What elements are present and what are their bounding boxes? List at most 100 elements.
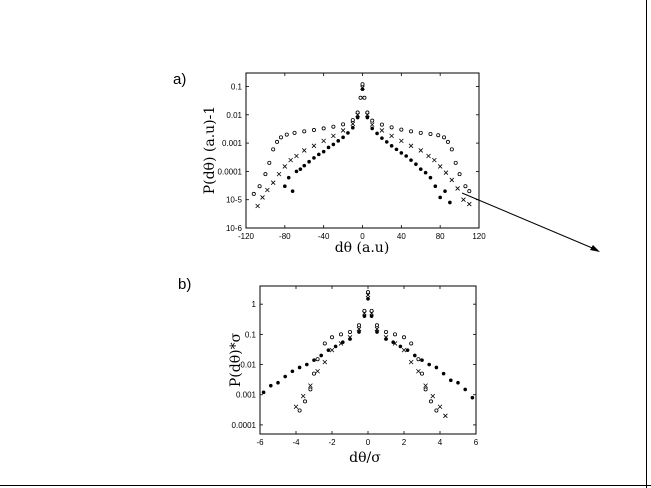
data-point-cross bbox=[270, 180, 276, 185]
data-point-filled-circle bbox=[420, 358, 424, 362]
series-cross bbox=[293, 292, 448, 419]
x-tick-label: 0 bbox=[360, 232, 365, 241]
data-point-filled-circle bbox=[448, 200, 452, 205]
data-point-filled-circle bbox=[357, 330, 361, 334]
data-point-filled-circle bbox=[294, 169, 299, 174]
data-point-cross bbox=[265, 187, 270, 193]
data-point-open-circle bbox=[467, 189, 472, 194]
data-point-filled-circle bbox=[394, 147, 399, 152]
data-point-cross bbox=[467, 201, 472, 207]
data-point-filled-circle bbox=[413, 353, 417, 358]
data-point-filled-circle bbox=[355, 115, 360, 120]
data-point-open-circle bbox=[392, 332, 397, 337]
panel-a-x-ticks: -120 -80 -40 0 40 80 120 bbox=[238, 73, 486, 241]
data-point-cross bbox=[379, 128, 385, 133]
data-point-filled-circle bbox=[286, 175, 291, 180]
data-point-open-circle bbox=[409, 129, 414, 134]
data-point-open-circle bbox=[401, 335, 406, 340]
data-point-cross bbox=[350, 121, 356, 127]
data-point-open-circle bbox=[442, 135, 447, 140]
data-point-open-circle bbox=[418, 130, 423, 135]
data-point-open-circle bbox=[436, 133, 441, 138]
data-point-open-circle bbox=[365, 110, 370, 115]
y-tick-label: 10-6 bbox=[226, 224, 243, 233]
x-tick-label: 40 bbox=[397, 232, 406, 241]
data-point-cross bbox=[430, 393, 436, 399]
data-point-filled-circle bbox=[290, 189, 295, 193]
y-tick-label: 0.01 bbox=[226, 111, 242, 120]
data-point-filled-circle bbox=[290, 369, 295, 374]
data-point-open-circle bbox=[434, 408, 439, 413]
panel-b-y-ticks: 0.0001 0.001 0.01 0.1 1 bbox=[232, 300, 476, 430]
data-point-filled-circle bbox=[375, 131, 379, 136]
data-point-open-circle bbox=[311, 371, 316, 376]
data-point-cross bbox=[260, 195, 265, 200]
data-point-cross bbox=[288, 157, 293, 163]
data-point-filled-circle bbox=[380, 136, 384, 140]
panel-a-letter: a) bbox=[173, 71, 186, 88]
data-point-cross bbox=[355, 112, 360, 118]
data-point-cross bbox=[315, 368, 320, 374]
data-point-filled-circle bbox=[350, 125, 355, 130]
panel-b-y-axis-title: P(dθ)*σ bbox=[228, 332, 244, 387]
data-point-open-circle bbox=[383, 329, 388, 334]
panel-b-marks bbox=[261, 290, 475, 419]
data-point-cross bbox=[426, 153, 431, 159]
data-point-filled-circle bbox=[438, 195, 442, 200]
x-tick-label: 4 bbox=[438, 438, 443, 447]
x-tick-label: 2 bbox=[402, 438, 407, 447]
data-point-filled-circle bbox=[341, 340, 345, 344]
data-point-cross bbox=[369, 122, 375, 127]
x-tick-label: -2 bbox=[328, 438, 336, 447]
data-point-filled-circle bbox=[391, 340, 396, 344]
data-point-open-circle bbox=[321, 126, 326, 131]
x-tick-label: 120 bbox=[472, 232, 486, 241]
data-point-open-circle bbox=[358, 95, 363, 100]
data-point-cross bbox=[340, 128, 346, 133]
x-tick-label: 6 bbox=[474, 438, 479, 447]
data-point-filled-circle bbox=[384, 337, 388, 341]
panel-b-x-axis-title: dθ/σ bbox=[349, 450, 381, 466]
data-point-filled-circle bbox=[434, 365, 439, 370]
data-point-filled-circle bbox=[366, 297, 370, 301]
data-point-filled-circle bbox=[427, 362, 432, 367]
data-point-cross bbox=[300, 393, 306, 399]
data-point-open-circle bbox=[416, 357, 421, 362]
y-tick-label: 0.001 bbox=[236, 391, 257, 400]
data-point-open-circle bbox=[275, 139, 280, 144]
data-point-cross bbox=[365, 292, 371, 298]
y-tick-label: 0.1 bbox=[231, 83, 243, 92]
panel-b-x-ticks: -6 -4 -2 0 2 4 6 bbox=[256, 286, 479, 447]
data-point-filled-circle bbox=[269, 383, 273, 388]
data-point-open-circle bbox=[356, 323, 361, 328]
data-point-cross bbox=[331, 133, 336, 139]
data-point-cross bbox=[408, 143, 414, 149]
data-point-filled-circle bbox=[360, 87, 365, 92]
y-tick-label: 0.0001 bbox=[232, 421, 257, 430]
data-point-cross bbox=[461, 197, 466, 202]
data-point-filled-circle bbox=[317, 152, 321, 157]
data-point-open-circle bbox=[267, 160, 272, 165]
data-point-filled-circle bbox=[414, 162, 418, 166]
data-point-filled-circle bbox=[456, 380, 460, 385]
data-point-filled-circle bbox=[283, 184, 287, 188]
panel-a-y-axis-title: P(dθ) (a.u)-1 bbox=[202, 106, 218, 195]
data-point-filled-circle bbox=[312, 358, 316, 362]
data-point-cross bbox=[322, 359, 328, 365]
data-point-open-circle bbox=[449, 147, 454, 152]
panel-a-y-ticks: 10-6 10-5 0.0001 0.001 0.01 0.1 bbox=[218, 83, 479, 233]
panel-a-x-axis-title: dθ (a.u) bbox=[335, 240, 390, 256]
data-point-cross bbox=[443, 413, 448, 419]
data-point-filled-circle bbox=[333, 344, 338, 349]
data-point-filled-circle bbox=[336, 139, 341, 143]
data-point-filled-circle bbox=[370, 126, 375, 131]
data-point-open-circle bbox=[453, 160, 458, 165]
data-point-filled-circle bbox=[346, 131, 350, 135]
data-point-cross bbox=[301, 148, 307, 153]
data-point-cross bbox=[321, 138, 326, 144]
x-tick-label: -80 bbox=[279, 232, 291, 241]
data-point-filled-circle bbox=[365, 115, 370, 120]
data-point-filled-circle bbox=[399, 151, 404, 155]
